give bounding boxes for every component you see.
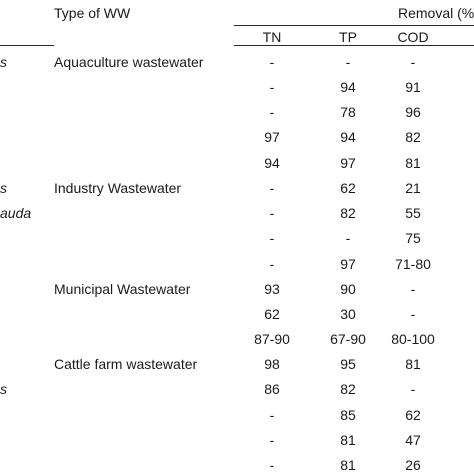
cod-cell: 26 xyxy=(405,457,421,473)
tn-cell: 86 xyxy=(264,381,280,397)
group-label-industry: Industry Wastewater xyxy=(54,180,182,196)
tp-column-header: TP xyxy=(339,29,357,45)
tn-cell: - xyxy=(269,104,275,120)
tn-cell: 97 xyxy=(264,129,280,145)
cod-cell: - xyxy=(410,306,416,322)
tn-cell: - xyxy=(269,180,275,196)
left-fragment: auda xyxy=(0,205,32,221)
header-rule-right xyxy=(234,45,474,46)
tn-cell: 87-90 xyxy=(254,331,290,347)
tn-cell: - xyxy=(269,230,275,246)
removal-header: Removal (% xyxy=(398,5,474,21)
group-label-municipal: Municipal Wastewater xyxy=(54,281,191,297)
removal-span-rule xyxy=(234,25,474,26)
header-rule-left xyxy=(0,45,54,46)
tn-cell: - xyxy=(269,457,275,473)
type-of-ww-header: Type of WW xyxy=(54,5,131,21)
group-label-cattle: Cattle farm wastewater xyxy=(54,356,198,372)
tn-cell: 94 xyxy=(264,155,280,171)
cod-cell: 91 xyxy=(405,79,421,95)
cod-cell: - xyxy=(410,281,416,297)
tp-cell: 30 xyxy=(340,306,356,322)
tp-cell: 82 xyxy=(340,381,356,397)
cod-cell: 47 xyxy=(405,432,421,448)
cod-column-header: COD xyxy=(397,29,429,45)
left-fragment: s xyxy=(0,54,7,70)
tp-cell: - xyxy=(345,230,351,246)
tn-cell: 98 xyxy=(264,356,280,372)
tp-cell: - xyxy=(345,54,351,70)
left-fragment: s xyxy=(0,180,7,196)
group-label-aquaculture: Aquaculture wastewater xyxy=(54,54,204,70)
tn-cell: 93 xyxy=(264,281,280,297)
tn-cell: - xyxy=(269,54,275,70)
tp-cell: 94 xyxy=(340,79,356,95)
tp-cell: 94 xyxy=(340,129,356,145)
cod-cell: 75 xyxy=(405,230,421,246)
cod-cell: 80-100 xyxy=(391,331,435,347)
cod-cell: 62 xyxy=(405,407,421,423)
left-fragment: s xyxy=(0,381,7,397)
tp-cell: 85 xyxy=(340,407,356,423)
cod-cell: 71-80 xyxy=(395,256,431,272)
tn-column-header: TN xyxy=(262,29,282,45)
tp-cell: 67-90 xyxy=(330,331,366,347)
tp-cell: 90 xyxy=(340,281,356,297)
tn-cell: - xyxy=(269,256,275,272)
tp-cell: 95 xyxy=(340,356,356,372)
tn-cell: - xyxy=(269,79,275,95)
tn-cell: 62 xyxy=(264,306,280,322)
cod-cell: - xyxy=(410,381,416,397)
tp-cell: 78 xyxy=(340,104,356,120)
tp-cell: 81 xyxy=(340,457,356,473)
cod-cell: 55 xyxy=(405,205,421,221)
cod-cell: 21 xyxy=(405,180,421,196)
tp-cell: 81 xyxy=(340,432,356,448)
tp-cell: 62 xyxy=(340,180,356,196)
tp-cell: 82 xyxy=(340,205,356,221)
cod-cell: 81 xyxy=(405,155,421,171)
tn-cell: - xyxy=(269,407,275,423)
cod-cell: 96 xyxy=(405,104,421,120)
tp-cell: 97 xyxy=(340,256,356,272)
tn-cell: - xyxy=(269,432,275,448)
cod-cell: - xyxy=(410,54,416,70)
cod-cell: 81 xyxy=(405,356,421,372)
tn-cell: - xyxy=(269,205,275,221)
cod-cell: 82 xyxy=(405,129,421,145)
tp-cell: 97 xyxy=(340,155,356,171)
